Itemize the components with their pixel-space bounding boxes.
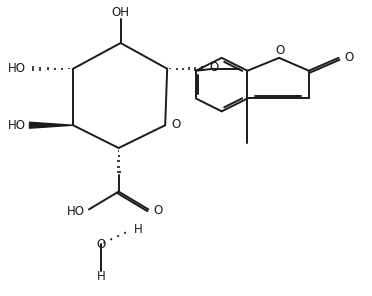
Text: O: O (344, 51, 354, 64)
Text: O: O (96, 238, 105, 251)
Text: H: H (96, 270, 105, 283)
Text: HO: HO (67, 205, 85, 218)
Text: H: H (134, 223, 142, 236)
Text: HO: HO (7, 62, 26, 75)
Text: O: O (210, 61, 219, 74)
Text: O: O (276, 44, 285, 57)
Text: OH: OH (112, 6, 129, 19)
Text: O: O (153, 204, 163, 217)
Text: HO: HO (7, 119, 26, 132)
Text: O: O (171, 118, 180, 131)
Polygon shape (29, 122, 73, 128)
